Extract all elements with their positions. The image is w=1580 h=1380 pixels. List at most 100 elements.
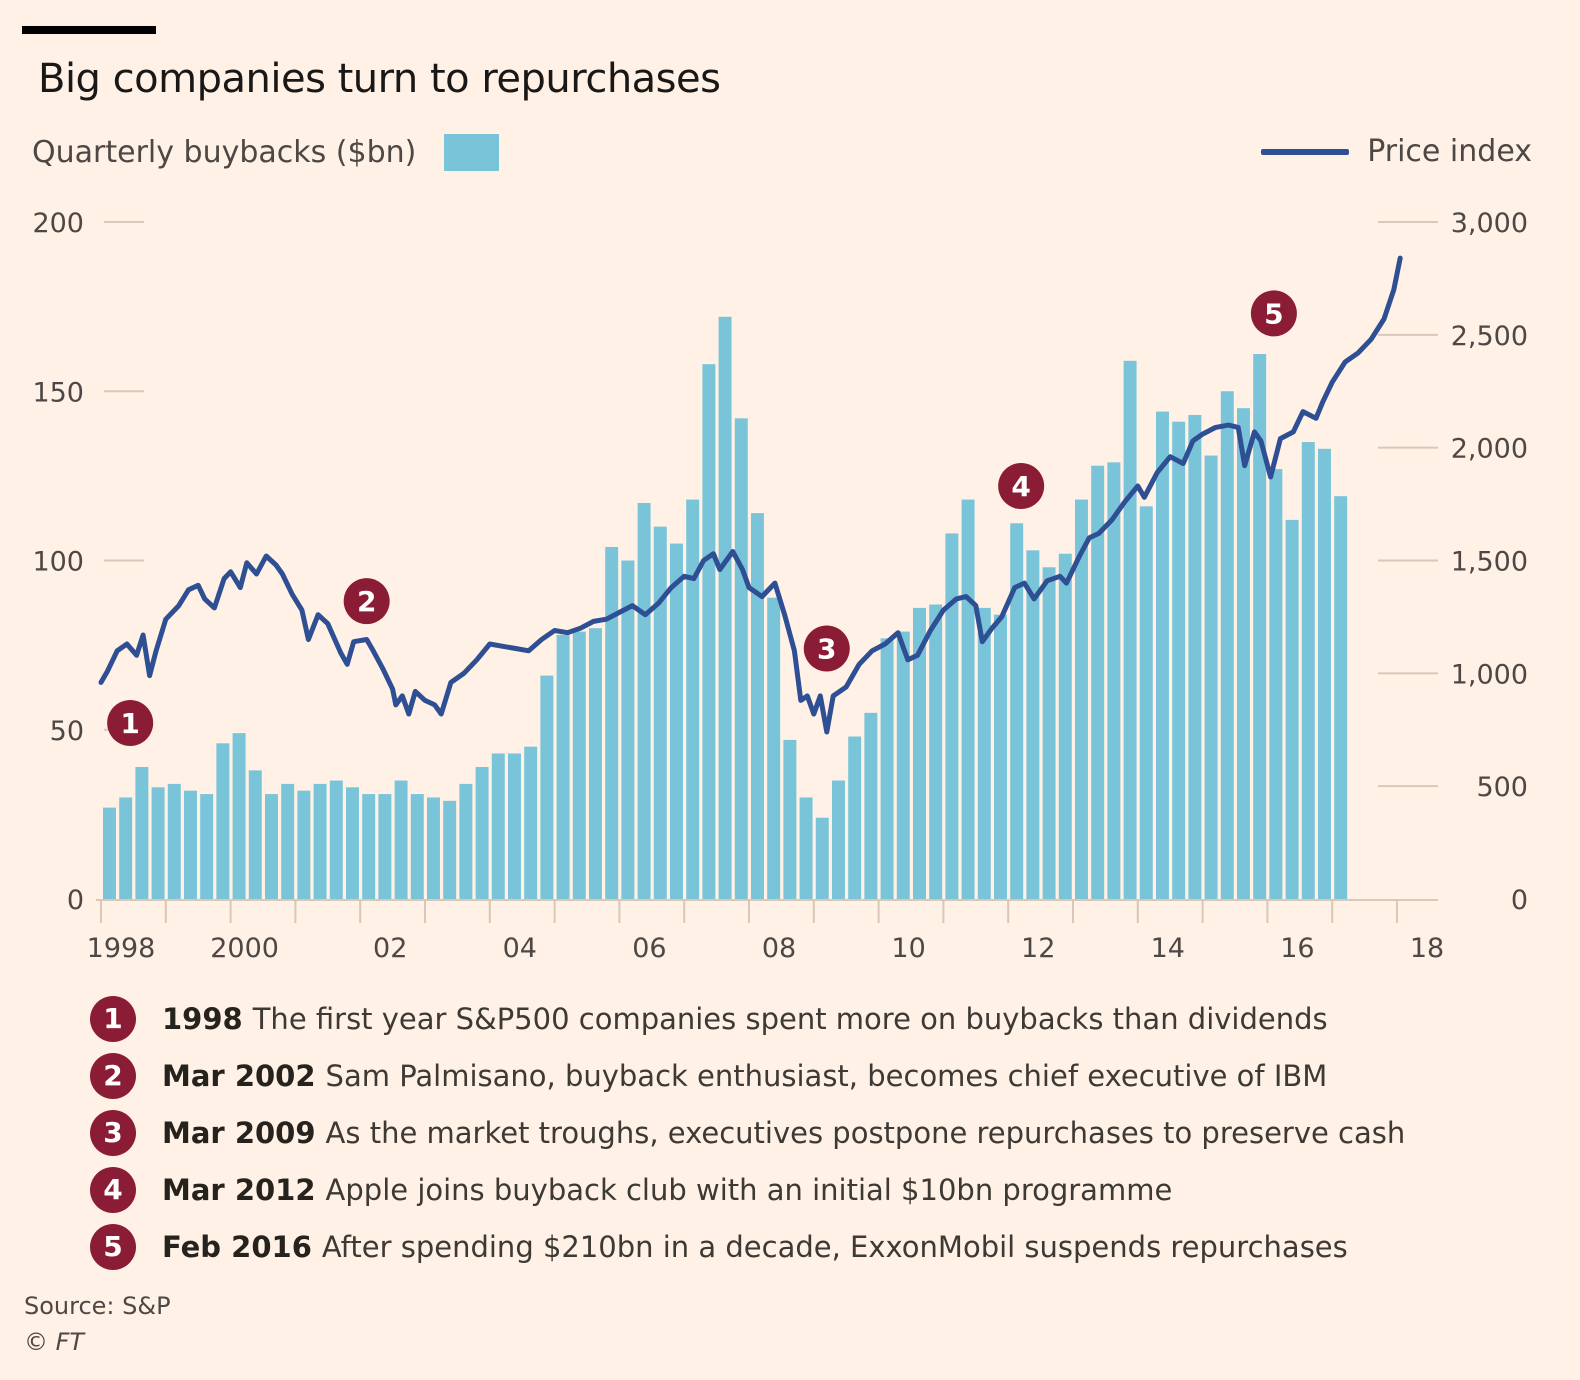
note-item: 5 Feb 2016 After spending $210bn in a de…	[90, 1218, 1405, 1275]
legend-line-swatch	[1261, 148, 1350, 155]
bar	[1172, 421, 1186, 899]
right-tick-label: 1,000	[1451, 659, 1528, 690]
bar	[346, 787, 359, 899]
bar	[718, 316, 732, 899]
note-marker-icon: 3	[90, 1109, 136, 1156]
bar	[1091, 465, 1105, 899]
annotation-marker-icon	[803, 625, 850, 672]
bar	[670, 543, 683, 899]
bar	[362, 794, 376, 899]
annotation-markers: 1 2 3 4 5	[107, 290, 1297, 746]
bar	[1204, 455, 1218, 899]
x-tick-label: 06	[632, 933, 666, 964]
note-date: Mar 2009	[162, 1115, 316, 1150]
right-tick-label: 1,500	[1451, 547, 1528, 578]
bar	[767, 597, 781, 899]
bar	[1334, 496, 1348, 899]
note-item: 2 Mar 2002 Sam Palmisano, buyback enthus…	[90, 1047, 1405, 1104]
bar	[540, 675, 554, 899]
bar	[864, 712, 878, 899]
bar	[653, 526, 667, 899]
bar	[151, 787, 165, 899]
annotation-marker-5: 5	[1250, 290, 1297, 337]
copyright: © FT	[24, 1328, 85, 1356]
bar-series	[103, 316, 1348, 899]
annotation-marker-icon	[1250, 290, 1297, 337]
bar	[394, 780, 408, 899]
note-text: The first year S&P500 companies spent mo…	[252, 1001, 1328, 1036]
x-tick-label: 12	[1021, 933, 1055, 964]
bar	[1220, 391, 1234, 899]
annotation-marker-icon	[107, 699, 154, 746]
note-text: Apple joins buyback club with an initial…	[325, 1172, 1173, 1207]
bar	[491, 753, 505, 899]
annotation-marker-label: 3	[817, 633, 836, 666]
bar	[313, 783, 327, 899]
bar	[621, 560, 635, 899]
chart-area: 0 50 100 150 200 0 500 1,000 1,500 2,000 2,500 3,0…	[32, 208, 1528, 964]
left-axis: 0 50 100 150 200	[32, 208, 144, 916]
header-rule	[22, 26, 156, 34]
x-tick-label: 10	[891, 933, 925, 964]
right-tick-label: 3,000	[1451, 208, 1528, 239]
bar	[232, 733, 246, 899]
bar	[1269, 469, 1283, 899]
bar	[783, 739, 797, 899]
note-date: Mar 2002	[162, 1058, 316, 1093]
note-marker-icon: 1	[90, 995, 136, 1042]
bar	[1318, 448, 1331, 899]
annotation-marker-label: 4	[1011, 470, 1030, 503]
bar	[1010, 523, 1024, 899]
chart-title: Big companies turn to repurchases	[38, 56, 721, 102]
bar	[508, 753, 521, 899]
bar	[702, 364, 716, 899]
annotation-marker-label: 5	[1264, 297, 1283, 330]
bar	[1301, 442, 1315, 899]
note-marker-icon: 4	[90, 1166, 136, 1213]
bar	[929, 604, 943, 899]
bar	[459, 783, 473, 899]
annotation-marker-label: 1	[120, 707, 139, 740]
bar	[200, 794, 214, 899]
x-tick-label: 02	[373, 933, 407, 964]
bar	[1042, 567, 1056, 899]
legend-line: Price index	[1261, 134, 1532, 169]
bar	[1156, 411, 1169, 899]
bar	[524, 746, 538, 899]
note-date: Mar 2012	[162, 1172, 316, 1207]
bar	[103, 807, 116, 899]
right-tick-label: 500	[1476, 772, 1528, 803]
right-tick-label: 2,500	[1451, 321, 1528, 352]
left-tick-label: 0	[67, 885, 84, 916]
bar	[1285, 519, 1299, 899]
annotation-marker-2: 2	[343, 578, 390, 625]
note-item: 1 1998 The first year S&P500 companies s…	[90, 990, 1405, 1047]
bar	[686, 499, 700, 899]
legend-bars-label: Quarterly buybacks ($bn)	[32, 135, 417, 170]
bar	[994, 614, 1007, 899]
x-tick-label: 2000	[210, 933, 279, 964]
right-tick-label: 0	[1511, 885, 1528, 916]
source-note: Source: S&P	[24, 1292, 171, 1320]
note-text: Sam Palmisano, buyback enthusiast, becom…	[325, 1058, 1328, 1093]
bar	[1253, 354, 1267, 899]
bar	[443, 800, 457, 899]
bar	[265, 794, 278, 899]
x-tick-label: 04	[503, 933, 537, 964]
bar	[1237, 408, 1250, 899]
legend-line-label: Price index	[1367, 134, 1532, 169]
x-tick-label: 16	[1280, 933, 1314, 964]
x-tick-label: 1998	[87, 933, 156, 964]
bar	[734, 418, 748, 899]
annotation-marker-4: 4	[998, 463, 1045, 510]
bar	[1058, 553, 1072, 899]
note-marker-icon: 2	[90, 1052, 136, 1099]
bar	[427, 797, 440, 899]
line-series	[98, 255, 1403, 735]
note-text: As the market troughs, executives postpo…	[325, 1115, 1406, 1150]
x-tick-label: 14	[1151, 933, 1185, 964]
bar	[880, 638, 894, 899]
right-axis: 0 500 1,000 1,500 2,000 2,500 3,000	[1378, 208, 1528, 916]
legend-bars: Quarterly buybacks ($bn)	[32, 134, 500, 171]
bar	[556, 634, 570, 899]
